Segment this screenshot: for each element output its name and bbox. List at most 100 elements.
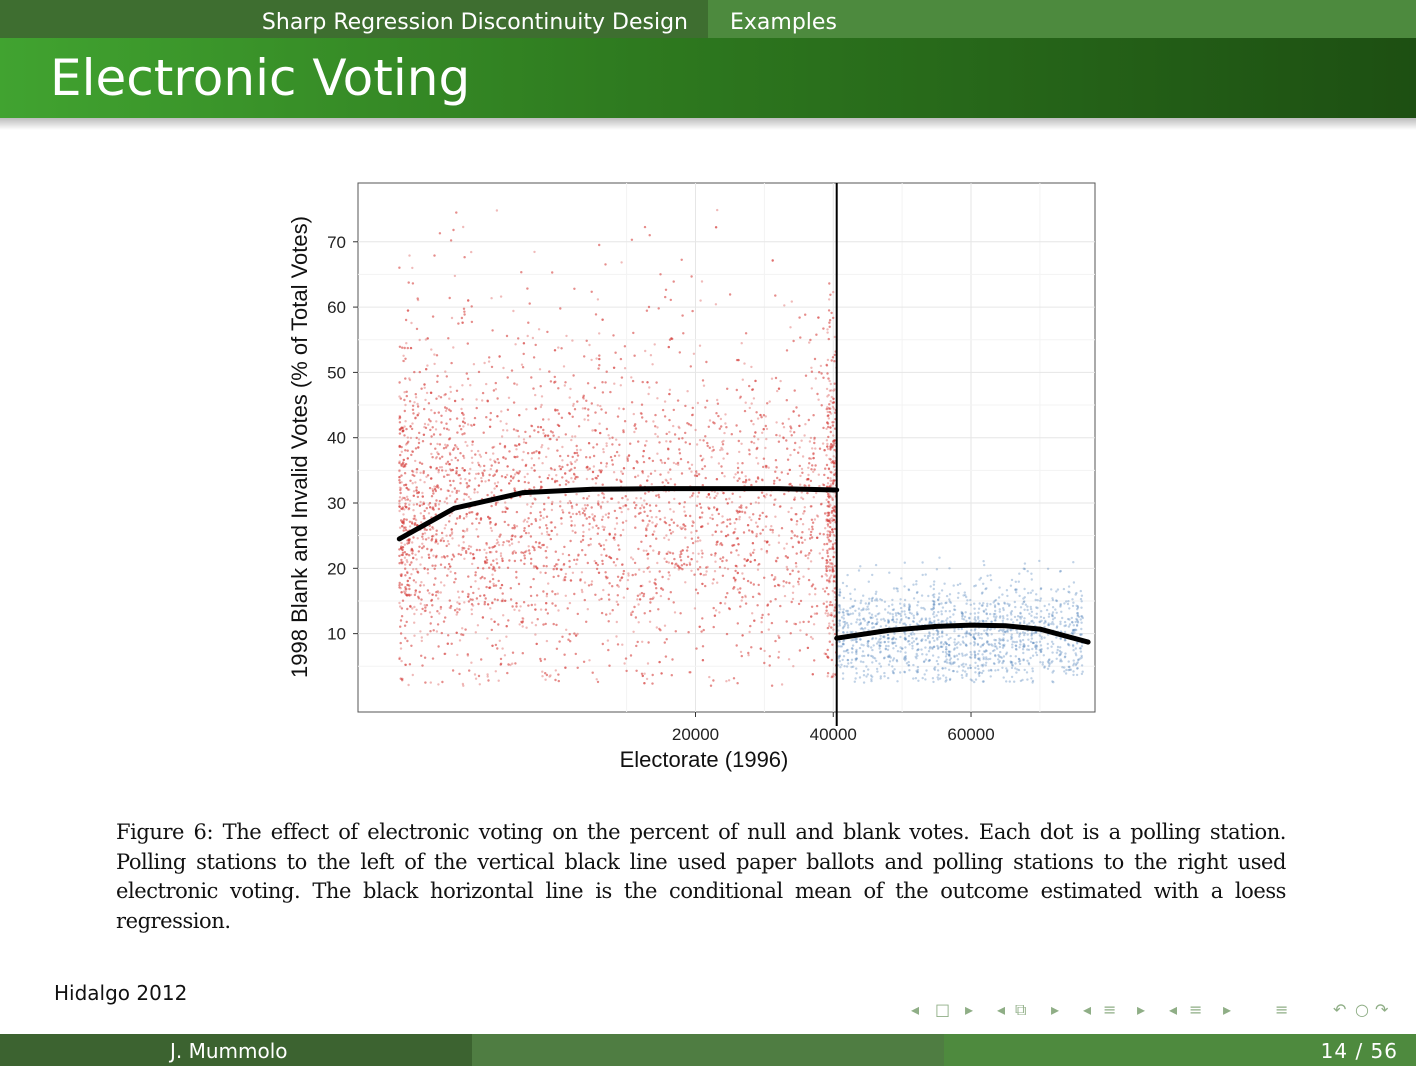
data-point: [669, 389, 671, 391]
data-point: [518, 609, 520, 611]
data-point: [652, 674, 654, 676]
data-point: [571, 520, 573, 522]
data-point: [814, 593, 816, 595]
data-point: [560, 517, 562, 519]
data-point: [583, 355, 585, 357]
data-point: [681, 568, 683, 570]
data-point: [642, 381, 644, 383]
data-point: [734, 570, 736, 572]
data-point: [559, 307, 561, 309]
data-point: [759, 532, 761, 534]
data-point: [596, 568, 598, 570]
data-point: [826, 587, 828, 589]
data-point: [546, 593, 548, 595]
data-point: [719, 566, 721, 568]
data-point: [401, 678, 403, 680]
data-point: [750, 484, 752, 486]
data-point: [716, 492, 718, 494]
data-point: [761, 614, 763, 616]
data-point: [723, 432, 725, 434]
data-point: [556, 648, 558, 650]
data-point: [449, 515, 451, 517]
data-point: [416, 328, 418, 330]
data-point: [433, 363, 435, 365]
data-point: [398, 500, 400, 502]
data-point: [546, 331, 548, 333]
data-point: [788, 582, 790, 584]
data-point: [474, 580, 476, 582]
data-point: [698, 473, 700, 475]
nav-section-link[interactable]: Sharp Regression Discontinuity Design: [262, 0, 688, 38]
data-point: [591, 291, 593, 293]
data-point: [630, 376, 632, 378]
data-point: [610, 456, 612, 458]
data-point: [502, 511, 504, 513]
data-point: [673, 601, 675, 603]
data-point: [468, 496, 470, 498]
data-point: [545, 456, 547, 458]
data-point: [424, 387, 426, 389]
data-point: [471, 450, 473, 452]
data-point: [472, 592, 474, 594]
data-point: [441, 532, 443, 534]
data-point: [808, 341, 810, 343]
data-point: [616, 584, 618, 586]
data-point: [598, 599, 600, 601]
data-point: [775, 377, 777, 379]
data-point: [810, 636, 812, 638]
data-point: [688, 467, 690, 469]
data-point: [428, 402, 430, 404]
data-point: [706, 400, 708, 402]
data-point: [663, 558, 665, 560]
data-point: [798, 316, 800, 318]
data-point: [782, 437, 784, 439]
data-point: [583, 510, 585, 512]
data-point: [429, 528, 431, 530]
data-point: [573, 473, 575, 475]
data-point: [400, 647, 402, 649]
data-point: [833, 624, 835, 626]
data-point: [416, 437, 418, 439]
data-point: [527, 517, 529, 519]
data-point: [617, 576, 619, 578]
data-point: [551, 509, 553, 511]
data-point: [823, 474, 825, 476]
data-point: [587, 414, 589, 416]
data-point: [443, 584, 445, 586]
data-point: [468, 669, 470, 671]
data-point: [440, 488, 442, 490]
data-point: [666, 638, 668, 640]
nav-subsection-link[interactable]: Examples: [730, 0, 837, 38]
data-point: [398, 267, 400, 269]
data-point: [795, 623, 797, 625]
data-point: [827, 672, 829, 674]
data-point: [413, 515, 415, 517]
data-point: [515, 605, 517, 607]
data-point: [649, 621, 651, 623]
data-point: [485, 556, 487, 558]
data-point: [575, 653, 577, 655]
data-point: [582, 512, 584, 514]
data-point: [603, 497, 605, 499]
data-point: [656, 426, 658, 428]
data-point: [501, 558, 503, 560]
data-point: [418, 550, 420, 552]
data-point: [558, 640, 560, 642]
data-point: [507, 619, 509, 621]
data-point: [476, 491, 478, 493]
data-point: [679, 556, 681, 558]
data-point: [432, 315, 434, 317]
data-point: [473, 363, 475, 365]
data-point: [574, 524, 576, 526]
data-point: [786, 620, 788, 622]
data-point: [495, 523, 497, 525]
data-point: [551, 478, 553, 480]
data-point: [556, 409, 558, 411]
data-point: [457, 322, 459, 324]
data-point: [491, 530, 493, 532]
data-point: [487, 679, 489, 681]
data-point: [622, 521, 624, 523]
data-point: [652, 460, 654, 462]
data-point: [799, 465, 801, 467]
data-point: [624, 367, 626, 369]
